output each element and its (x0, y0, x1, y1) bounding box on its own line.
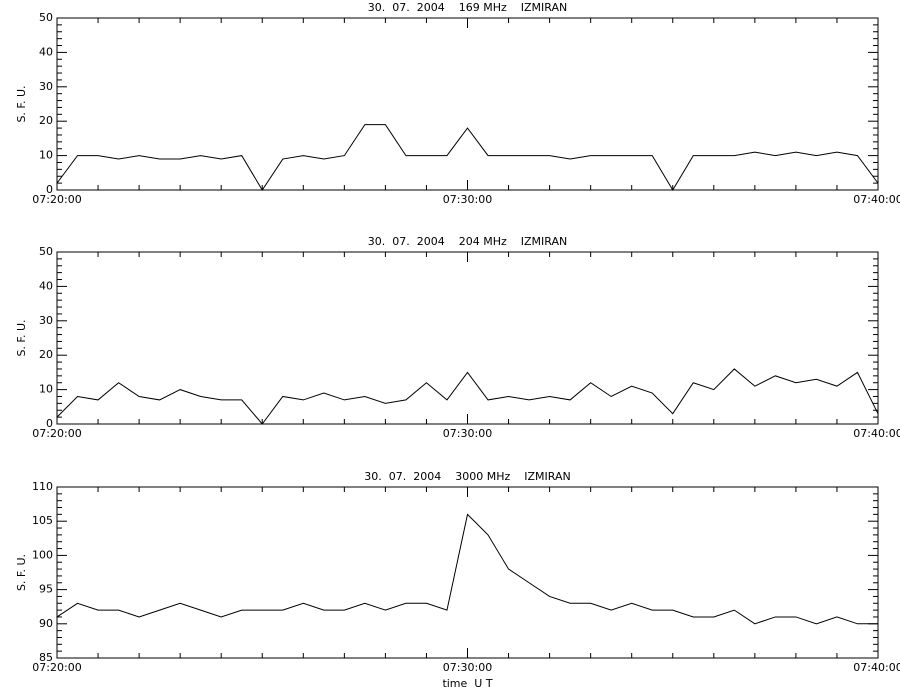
x-tick-label: 07:20:00 (32, 193, 81, 206)
chart-title: 30. 07. 2004 3000 MHz IZMIRAN (364, 470, 570, 483)
y-axis-label: S. F. U. (15, 554, 28, 591)
y-tick-label: 105 (32, 514, 53, 527)
y-tick-label: 85 (39, 651, 53, 664)
y-tick-label: 110 (32, 480, 53, 493)
plot-frame (56, 17, 879, 191)
chart-title: 30. 07. 2004 169 MHz IZMIRAN (368, 1, 567, 14)
y-tick-label: 10 (39, 149, 53, 162)
x-tick-label: 07:30:00 (443, 193, 492, 206)
x-tick-label: 07:40:00 (853, 193, 900, 206)
y-tick-label: 20 (39, 114, 53, 127)
y-tick-label: 30 (39, 314, 53, 327)
plot-frame (56, 251, 879, 425)
y-tick-label: 40 (39, 279, 53, 292)
y-tick-label: 0 (46, 417, 53, 430)
x-tick-label: 07:20:00 (32, 427, 81, 440)
data-line (56, 124, 879, 191)
y-tick-label: 40 (39, 45, 53, 58)
y-tick-label: 90 (39, 617, 53, 630)
data-line (56, 368, 879, 425)
y-tick-label: 10 (39, 383, 53, 396)
y-tick-label: 100 (32, 548, 53, 561)
y-axis-label: S. F. U. (15, 319, 28, 356)
y-tick-label: 95 (39, 583, 53, 596)
x-tick-label: 07:40:00 (853, 427, 900, 440)
y-tick-label: 50 (39, 245, 53, 258)
data-line (56, 513, 878, 625)
x-axis-label: time U T (442, 677, 492, 690)
x-tick-label: 07:30:00 (443, 427, 492, 440)
x-tick-label: 07:30:00 (443, 661, 492, 674)
chart-title: 30. 07. 2004 204 MHz IZMIRAN (368, 235, 567, 248)
y-tick-label: 20 (39, 348, 53, 361)
x-tick-label: 07:20:00 (32, 661, 81, 674)
y-axis-label: S. F. U. (15, 85, 28, 122)
x-tick-label: 07:40:00 (853, 661, 900, 674)
plot-frame (56, 486, 879, 659)
y-tick-label: 50 (39, 11, 53, 24)
y-tick-label: 30 (39, 80, 53, 93)
y-tick-label: 0 (46, 183, 53, 196)
